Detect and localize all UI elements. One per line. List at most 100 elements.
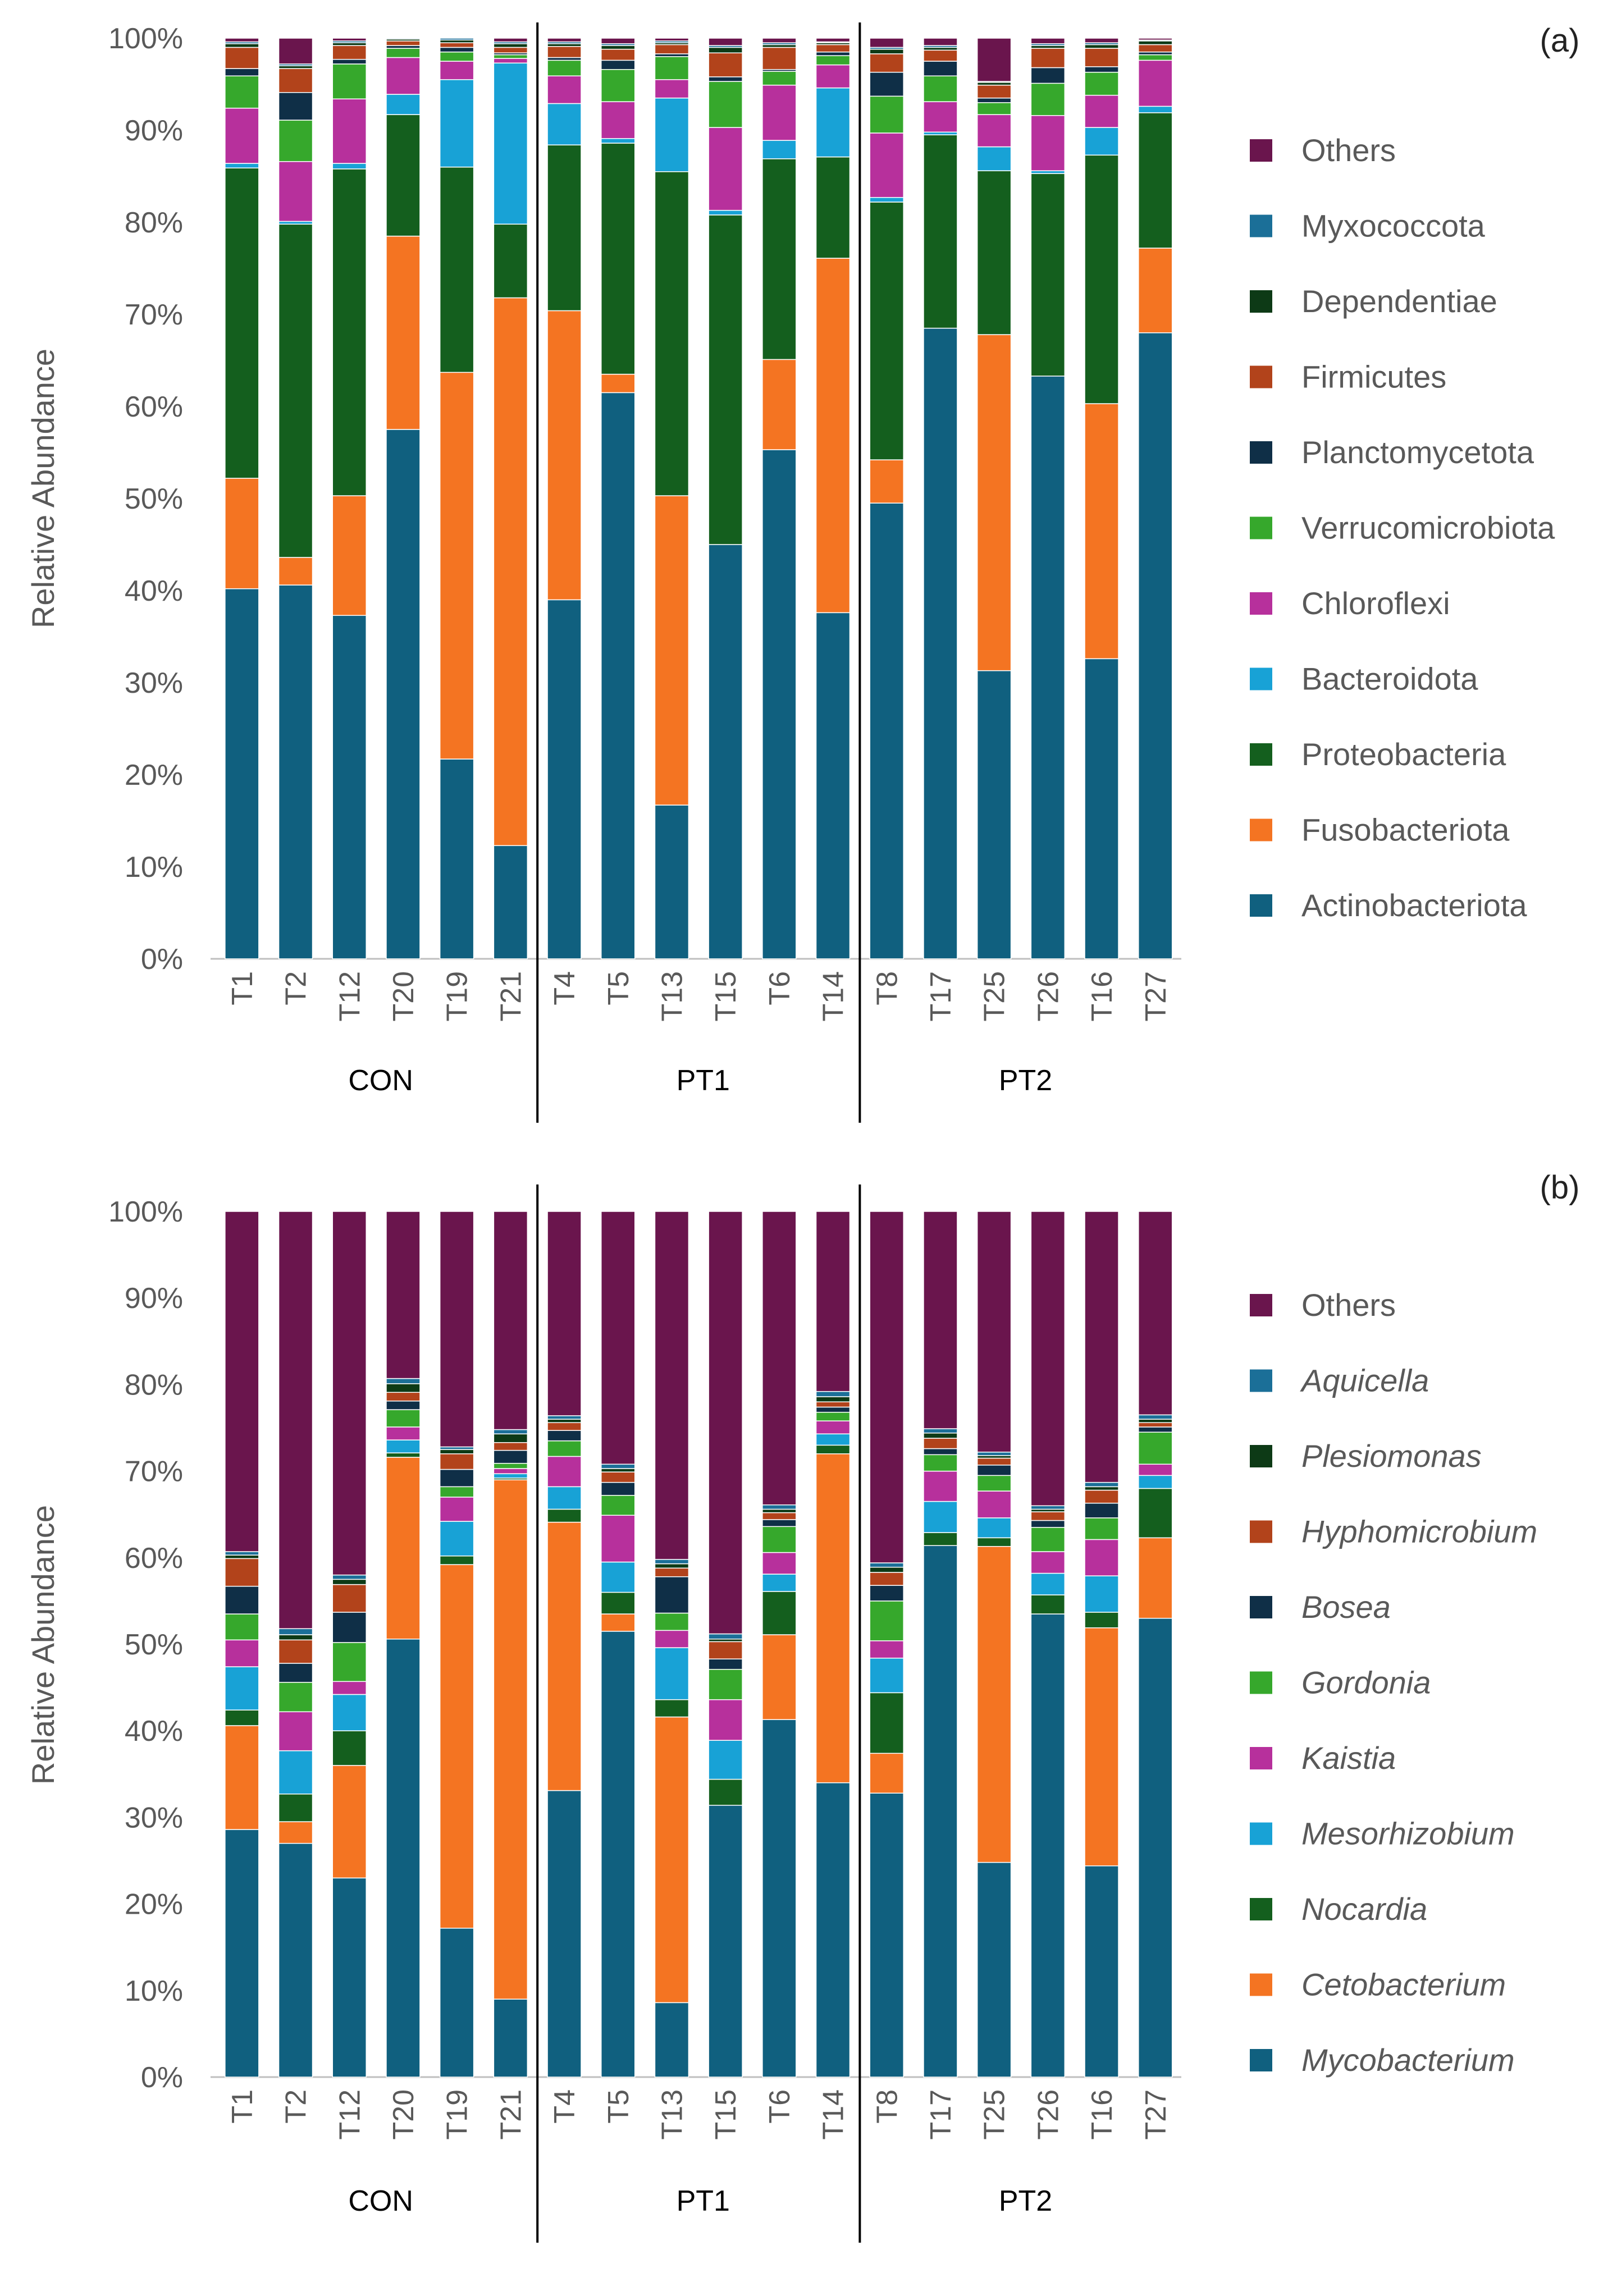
bar-segment-mycobacterium: [278, 1842, 313, 2078]
bar-segment-others: [762, 1211, 797, 1506]
bar-stack-T2: [278, 38, 313, 959]
bar-segment-aquicella: [493, 1429, 528, 1435]
bar-stack-T20: [386, 38, 421, 959]
bar-segment-chloroflexi: [547, 75, 582, 104]
legend-label-others: Others: [1301, 1287, 1396, 1323]
legend-swatch-plesiomonas: [1250, 1445, 1272, 1467]
x-tick-label: T4: [549, 2089, 581, 2124]
bar-segment-firmicutes: [225, 47, 259, 69]
legend-swatch-nocardia: [1250, 1898, 1272, 1920]
bar-stack-T20: [386, 1211, 421, 2078]
bar-segment-aquicella: [923, 1428, 958, 1434]
legend-swatch-others: [1250, 139, 1272, 162]
x-tick-label: T15: [710, 971, 742, 1022]
bar-segment-verrucomicrobiota: [976, 102, 1012, 115]
bar-segment-bosea: [762, 1519, 797, 1527]
bar-segment-cetobacterium: [762, 1634, 797, 1720]
bar-segment-mycobacterium: [601, 1631, 636, 2078]
x-tick-label: T2: [280, 2089, 313, 2124]
bar-segment-gordonia: [923, 1454, 958, 1472]
x-tick-label: T26: [1032, 2089, 1065, 2140]
bar-segment-cetobacterium: [1138, 1537, 1173, 1619]
bar-segment-cetobacterium: [278, 1821, 313, 1844]
bar-segment-others: [547, 38, 582, 43]
bar-segment-plesiomonas: [278, 1634, 313, 1641]
bar-segment-actinobacteriota: [869, 502, 904, 959]
x-tick-label: T14: [817, 971, 850, 1022]
bar-segment-actinobacteriota: [386, 429, 421, 959]
bar-segment-planctomycetota: [1030, 67, 1066, 84]
legend-label-mycobacterium: Mycobacterium: [1301, 2042, 1515, 2078]
bar-segment-dependentiae: [869, 48, 904, 54]
bar-segment-mycobacterium: [976, 1862, 1012, 2078]
group-label: PT2: [999, 2185, 1052, 2217]
y-tick-label: 70%: [125, 299, 183, 331]
bar-segment-others: [1138, 38, 1173, 41]
bar-segment-mycobacterium: [1030, 1613, 1066, 2078]
bar-segment-cetobacterium: [493, 1479, 528, 2000]
legend-label-cetobacterium: Cetobacterium: [1301, 1967, 1506, 2002]
bar-segment-nocardia: [332, 1730, 367, 1766]
bar-segment-bacteroidota: [762, 140, 797, 159]
bar-segment-nocardia: [278, 1794, 313, 1822]
bar-segment-others: [1084, 38, 1119, 43]
bar-segment-aquicella: [225, 1551, 259, 1556]
bar-segment-mesorhizobium: [439, 1521, 474, 1557]
bar-segment-nocardia: [654, 1699, 689, 1718]
bar-segment-verrucomicrobiota: [332, 63, 367, 99]
bar-segment-hyphomicrobium: [386, 1392, 421, 1402]
chart-panels: 0% 10% 20% 30% 40% 50% 60% 70% 80% 90% 100% Relativ…: [25, 22, 1579, 2243]
legend-label-bacteroidota: Bacteroidota: [1301, 661, 1478, 697]
x-tick-label: T4: [549, 971, 581, 1005]
bar-segment-others: [654, 38, 689, 42]
bar-segment-planctomycetota: [601, 60, 636, 70]
bar-segment-dependentiae: [708, 47, 743, 53]
bar-segment-mesorhizobium: [278, 1750, 313, 1795]
bar-segment-aquicella: [815, 1391, 851, 1397]
bar-segment-hyphomicrobium: [439, 1453, 474, 1470]
bar-segment-proteobacteria: [278, 223, 313, 558]
legend: Others Aquicella Plesiomonas Hyphomicrobium…: [1250, 1287, 1537, 2078]
legend-swatch-mesorhizobium: [1250, 1822, 1272, 1845]
bar-segment-bacteroidota: [332, 163, 367, 170]
bar-segment-hyphomicrobium: [654, 1567, 689, 1577]
bar-segment-verrucomicrobiota: [708, 81, 743, 128]
x-tick-label: T13: [656, 971, 688, 1022]
bar-segment-proteobacteria: [547, 144, 582, 312]
bar-segment-others: [708, 1211, 743, 1635]
bar-segment-nocardia: [708, 1778, 743, 1806]
legend-label-dependentiae: Dependentiae: [1301, 283, 1497, 319]
bar-segment-mesorhizobium: [762, 1574, 797, 1592]
bar-stack-T26: [1030, 38, 1066, 959]
x-tick-label: T25: [979, 971, 1011, 1022]
bar-segment-kaistia: [923, 1470, 958, 1502]
bar-segment-mesorhizobium: [815, 1433, 851, 1446]
y-axis-title: Relative Abundance: [25, 349, 61, 628]
bar-segment-fusobacteriota: [601, 373, 636, 394]
bar-segment-bosea: [601, 1481, 636, 1496]
legend-label-others: Others: [1301, 132, 1396, 168]
bar-segment-gordonia: [332, 1642, 367, 1682]
x-tick-label: T6: [764, 2089, 796, 2124]
bar-segment-gordonia: [1084, 1517, 1119, 1540]
y-tick-label: 80%: [125, 207, 183, 239]
bar-stack-T21: [493, 1211, 528, 2078]
bar-segment-hyphomicrobium: [976, 1457, 1012, 1466]
bar-segment-chloroflexi: [869, 132, 904, 198]
bar-segment-firmicutes: [493, 47, 528, 53]
bar-segment-nocardia: [976, 1537, 1012, 1547]
bar-stack-T14: [815, 38, 851, 959]
bar-segment-hyphomicrobium: [923, 1438, 958, 1449]
bar-segment-dependentiae: [601, 45, 636, 50]
bar-segment-plesiomonas: [547, 1419, 582, 1423]
bar-segment-bacteroidota: [654, 97, 689, 172]
bar-segment-actinobacteriota: [815, 612, 851, 959]
bar-segment-others: [278, 1211, 313, 1629]
bar-segment-others: [815, 1211, 851, 1392]
group-label: CON: [348, 2185, 413, 2217]
y-tick-label: 0%: [141, 2061, 183, 2094]
bar-segment-proteobacteria: [386, 114, 421, 237]
bar-segment-bacteroidota: [493, 62, 528, 225]
bar-segment-mycobacterium: [332, 1877, 367, 2078]
bar-segment-actinobacteriota: [654, 804, 689, 959]
